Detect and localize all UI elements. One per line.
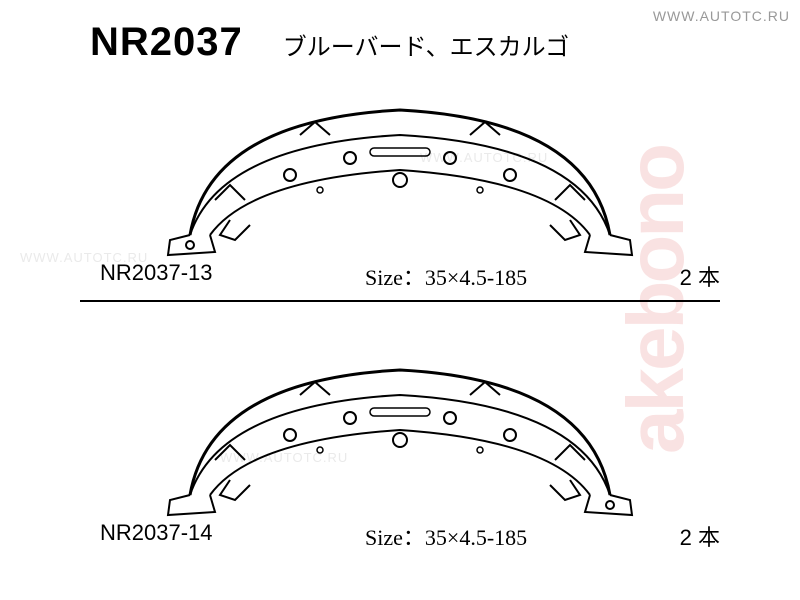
spec-row-bottom: NR2037-14 Size：35×4.5-185 2 本 xyxy=(100,520,720,552)
spec-qty: 2 本 xyxy=(680,260,720,292)
spec-qty: 2 本 xyxy=(680,520,720,552)
brake-shoe-diagram-top xyxy=(120,80,680,260)
part-description: ブルーバード、エスカルゴ xyxy=(283,27,569,62)
brake-shoe-diagram-bottom xyxy=(120,340,680,520)
divider-line xyxy=(80,300,720,302)
spec-label: NR2037-14 xyxy=(100,520,213,552)
part-number: NR2037 xyxy=(90,20,243,65)
watermark-url: WWW.AUTOTC.RU xyxy=(653,8,790,24)
spec-size: Size：35×4.5-185 xyxy=(365,520,527,552)
spec-label: NR2037-13 xyxy=(100,260,213,292)
spec-row-top: NR2037-13 Size：35×4.5-185 2 本 xyxy=(100,260,720,292)
spec-size: Size：35×4.5-185 xyxy=(365,260,527,292)
header: NR2037 ブルーバード、エスカルゴ xyxy=(90,20,569,65)
